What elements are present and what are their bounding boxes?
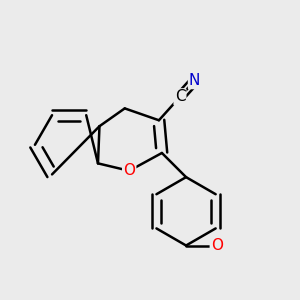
Text: N: N [189,73,200,88]
Text: C: C [175,89,185,104]
Text: O: O [123,163,135,178]
Text: O: O [211,238,223,253]
